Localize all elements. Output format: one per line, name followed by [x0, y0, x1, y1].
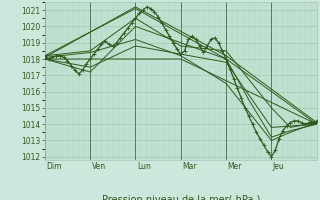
- Text: Mar: Mar: [182, 162, 197, 171]
- Text: Ven: Ven: [92, 162, 106, 171]
- Text: Mer: Mer: [228, 162, 242, 171]
- Text: Dim: Dim: [46, 162, 62, 171]
- Text: Jeu: Jeu: [273, 162, 284, 171]
- Text: Lun: Lun: [137, 162, 151, 171]
- Text: Pression niveau de la mer( hPa ): Pression niveau de la mer( hPa ): [102, 195, 260, 200]
